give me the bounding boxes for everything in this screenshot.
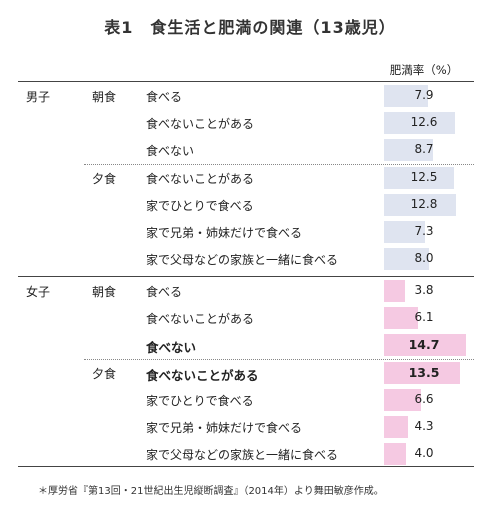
- row-label: 食べないことがある: [146, 367, 259, 383]
- meal-label: 夕食: [92, 171, 117, 186]
- table-row: 夕食 食べないことがある 13.5: [0, 360, 500, 386]
- row-value: 8.7: [414, 142, 434, 157]
- row-label: 食べる: [146, 285, 183, 299]
- value-bar: [384, 307, 419, 330]
- table-row: 夕食 食べないことがある 12.5: [0, 165, 500, 191]
- meal-label: 夕食: [92, 366, 117, 381]
- value-bar: [384, 139, 433, 162]
- value-bar: [384, 166, 454, 189]
- value-bar: [384, 280, 406, 302]
- value-bar: [384, 193, 456, 216]
- row-value: 7.3: [414, 224, 434, 238]
- row-value: 12.5: [410, 169, 438, 184]
- table-row: 女子 朝食 食べる 3.8: [0, 278, 500, 304]
- value-bar: [384, 388, 421, 411]
- value-bar: [384, 334, 467, 357]
- table-row: 男子 朝食 食べる 7.9: [0, 83, 500, 109]
- row-value: 12.8: [410, 196, 438, 211]
- value-bar: [384, 443, 407, 466]
- row-label: 家でひとりで食べる: [146, 393, 254, 408]
- value-bar: [384, 112, 455, 135]
- row-label: 食べない: [146, 340, 197, 356]
- value-bar: [384, 221, 425, 243]
- meal-label: 朝食: [92, 285, 117, 299]
- gender-label: 女子: [26, 285, 51, 299]
- row-label: 家でひとりで食べる: [146, 198, 254, 213]
- table-row: 家で父母などの家族と一緒に食べる 8.0: [0, 246, 500, 272]
- table-row: 家でひとりで食べる 6.6: [0, 387, 500, 413]
- row-value: 7.9: [414, 88, 434, 102]
- row-value: 13.5: [408, 364, 440, 380]
- row-label: 家で父母などの家族と一緒に食べる: [146, 448, 339, 463]
- row-value: 4.0: [414, 446, 434, 461]
- footnote: ＊厚労省『第13回・21世紀出生児縦断調査』（2014年）より舞田敏彦作成。: [38, 486, 384, 497]
- row-value: 3.8: [414, 283, 434, 297]
- row-value: 6.6: [414, 391, 434, 406]
- row-value: 14.7: [408, 337, 440, 353]
- middle-rule: [18, 276, 474, 277]
- top-rule: [18, 81, 474, 82]
- table-row: 家で兄弟・姉妹だけで食べる 7.3: [0, 219, 500, 245]
- table-row: 家で父母などの家族と一緒に食べる 4.0: [0, 441, 500, 467]
- table-title: 表1 食生活と肥満の関連（13歳児）: [104, 18, 396, 37]
- row-label: 食べないことがある: [146, 312, 255, 327]
- table-row: 食べない 8.7: [0, 137, 500, 163]
- meal-divider: [84, 358, 474, 360]
- row-label: 家で父母などの家族と一緒に食べる: [146, 253, 339, 268]
- value-bar: [384, 85, 429, 107]
- meal-divider: [84, 163, 474, 165]
- row-label: 食べない: [146, 144, 195, 159]
- table-row: 家でひとりで食べる 12.8: [0, 192, 500, 218]
- value-bar: [384, 416, 409, 438]
- row-value: 6.1: [414, 310, 434, 325]
- table-row: 食べないことがある 12.6: [0, 110, 500, 136]
- bottom-rule: [18, 466, 474, 467]
- table-row: 家で兄弟・姉妹だけで食べる 4.3: [0, 414, 500, 440]
- value-bar: [384, 361, 460, 384]
- row-value: 8.0: [414, 251, 434, 266]
- row-label: 食べる: [146, 90, 183, 104]
- column-header: 肥満率（%）: [389, 63, 459, 77]
- row-label: 食べないことがある: [146, 117, 255, 132]
- row-label: 家で兄弟・姉妹だけで食べる: [146, 226, 303, 240]
- value-bar: [384, 248, 429, 271]
- table-row: 食べないことがある 6.1: [0, 305, 500, 331]
- row-label: 家で兄弟・姉妹だけで食べる: [146, 421, 303, 435]
- row-value: 4.3: [414, 419, 434, 433]
- row-value: 12.6: [410, 115, 438, 130]
- row-label: 食べないことがある: [146, 171, 255, 186]
- gender-label: 男子: [26, 90, 51, 104]
- table-row: 食べない 14.7: [0, 332, 500, 358]
- meal-label: 朝食: [92, 90, 117, 104]
